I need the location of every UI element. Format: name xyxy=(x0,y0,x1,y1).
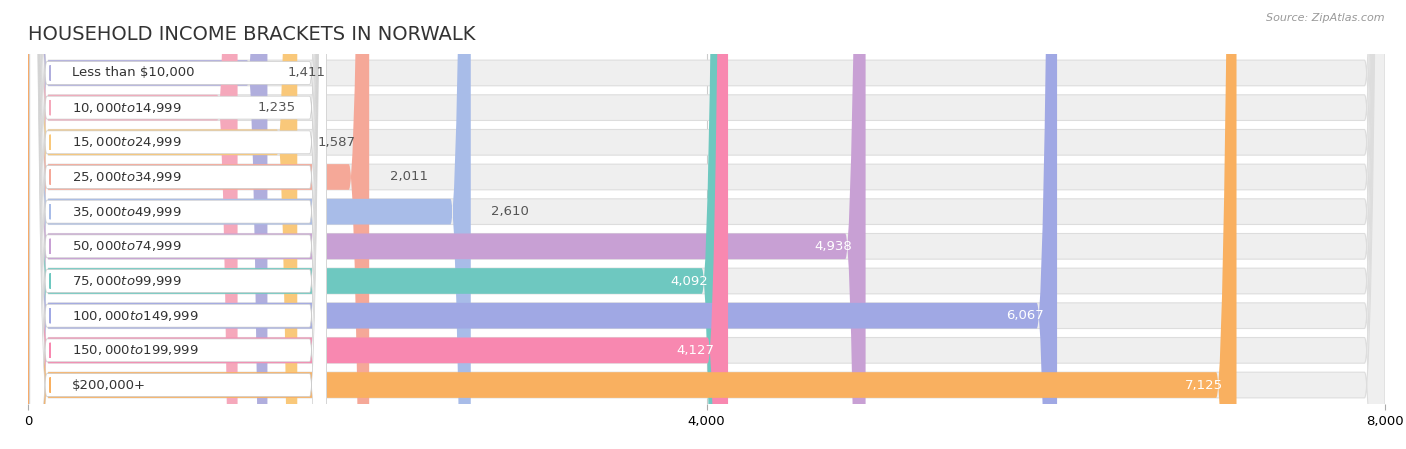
FancyBboxPatch shape xyxy=(28,0,1385,449)
Text: 4,938: 4,938 xyxy=(814,240,852,253)
Text: $75,000 to $99,999: $75,000 to $99,999 xyxy=(72,274,181,288)
FancyBboxPatch shape xyxy=(28,0,471,449)
Text: $150,000 to $199,999: $150,000 to $199,999 xyxy=(72,343,198,357)
FancyBboxPatch shape xyxy=(30,0,326,449)
FancyBboxPatch shape xyxy=(28,0,1385,449)
Text: Source: ZipAtlas.com: Source: ZipAtlas.com xyxy=(1267,13,1385,23)
Text: $200,000+: $200,000+ xyxy=(72,379,146,392)
Text: HOUSEHOLD INCOME BRACKETS IN NORWALK: HOUSEHOLD INCOME BRACKETS IN NORWALK xyxy=(28,25,475,44)
FancyBboxPatch shape xyxy=(28,0,238,449)
FancyBboxPatch shape xyxy=(28,0,1385,449)
Text: $50,000 to $74,999: $50,000 to $74,999 xyxy=(72,239,181,253)
FancyBboxPatch shape xyxy=(30,0,326,449)
FancyBboxPatch shape xyxy=(28,0,1057,449)
Text: 7,125: 7,125 xyxy=(1185,379,1223,392)
Text: $15,000 to $24,999: $15,000 to $24,999 xyxy=(72,135,181,150)
FancyBboxPatch shape xyxy=(28,0,1385,449)
FancyBboxPatch shape xyxy=(28,0,1385,449)
Text: $25,000 to $34,999: $25,000 to $34,999 xyxy=(72,170,181,184)
FancyBboxPatch shape xyxy=(28,0,1385,449)
Text: 6,067: 6,067 xyxy=(1005,309,1043,322)
FancyBboxPatch shape xyxy=(30,0,326,449)
FancyBboxPatch shape xyxy=(30,0,326,449)
Text: $35,000 to $49,999: $35,000 to $49,999 xyxy=(72,205,181,219)
FancyBboxPatch shape xyxy=(30,0,326,449)
Text: 1,587: 1,587 xyxy=(318,136,356,149)
FancyBboxPatch shape xyxy=(28,0,728,449)
FancyBboxPatch shape xyxy=(28,0,1385,449)
Text: Less than $10,000: Less than $10,000 xyxy=(72,66,194,79)
Text: 4,092: 4,092 xyxy=(671,274,709,287)
FancyBboxPatch shape xyxy=(28,0,1385,449)
FancyBboxPatch shape xyxy=(28,0,723,449)
FancyBboxPatch shape xyxy=(28,0,1236,449)
FancyBboxPatch shape xyxy=(30,0,326,449)
Text: $10,000 to $14,999: $10,000 to $14,999 xyxy=(72,101,181,114)
Text: 2,011: 2,011 xyxy=(389,171,427,184)
FancyBboxPatch shape xyxy=(28,0,297,449)
Text: 2,610: 2,610 xyxy=(491,205,529,218)
FancyBboxPatch shape xyxy=(30,0,326,449)
FancyBboxPatch shape xyxy=(28,0,866,449)
FancyBboxPatch shape xyxy=(28,0,370,449)
FancyBboxPatch shape xyxy=(30,0,326,449)
FancyBboxPatch shape xyxy=(30,0,326,449)
FancyBboxPatch shape xyxy=(28,0,1385,449)
Text: $100,000 to $149,999: $100,000 to $149,999 xyxy=(72,308,198,323)
Text: 1,235: 1,235 xyxy=(257,101,297,114)
Text: 4,127: 4,127 xyxy=(676,344,714,357)
FancyBboxPatch shape xyxy=(30,0,326,449)
FancyBboxPatch shape xyxy=(28,0,267,449)
FancyBboxPatch shape xyxy=(28,0,1385,449)
Text: 1,411: 1,411 xyxy=(288,66,326,79)
